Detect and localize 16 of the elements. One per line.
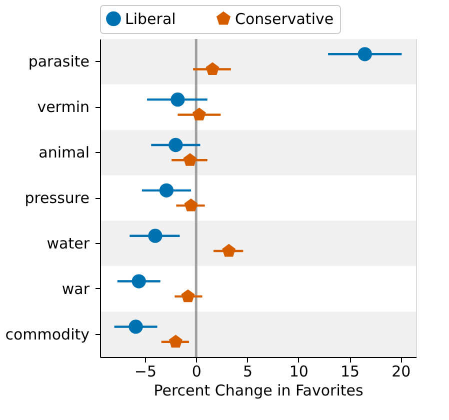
x-tick-label: 5 — [242, 362, 253, 380]
x-tick-label: 0 — [192, 362, 202, 380]
y-tick-label: commodity — [5, 325, 90, 344]
x-tick-label: 15 — [340, 362, 360, 380]
x-tick-label: 20 — [392, 362, 411, 380]
y-tick-label: pressure — [24, 189, 90, 207]
y-tick-label: war — [62, 280, 90, 298]
x-axis-title: Percent Change in Favorites — [154, 382, 364, 400]
y-tick-label: water — [46, 234, 90, 252]
legend-label: Liberal — [125, 10, 176, 28]
y-tick-label: parasite — [28, 52, 90, 71]
y-tick-label: vermin — [37, 98, 90, 116]
x-tick-label: −5 — [134, 362, 157, 380]
y-tick-label: animal — [38, 144, 90, 162]
x-tick-label: 10 — [289, 362, 308, 380]
legend-label: Conservative — [235, 10, 334, 28]
